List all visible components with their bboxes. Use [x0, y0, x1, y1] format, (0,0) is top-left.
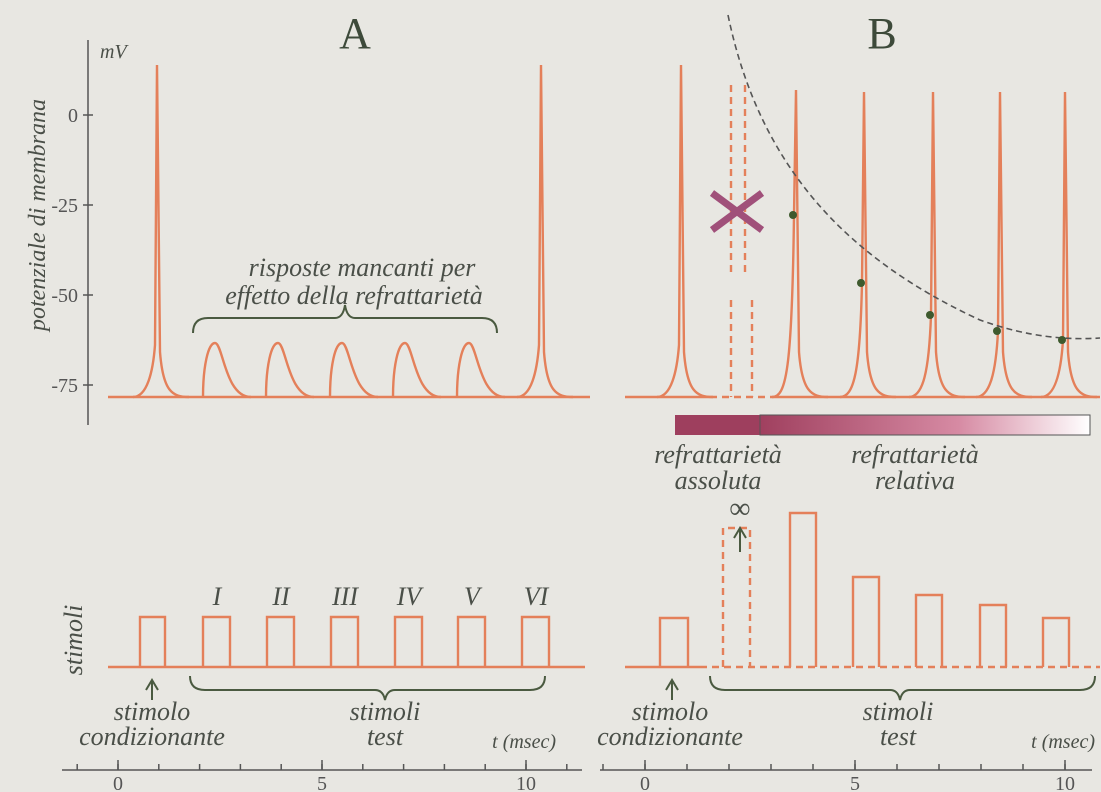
- relative-bar: [759, 414, 1091, 436]
- conditioning-label: stimolo: [114, 697, 191, 726]
- subthreshold-response: [328, 341, 379, 399]
- test-label: stimoli: [863, 697, 934, 726]
- threshold-point: [1058, 336, 1066, 344]
- conditioning-label: stimolo: [632, 697, 709, 726]
- subthreshold-response: [201, 341, 252, 399]
- spike: [771, 89, 829, 399]
- test-label: stimoli: [350, 697, 421, 726]
- relative-label: relativa: [875, 466, 955, 495]
- stimulus-pulse: [138, 615, 167, 667]
- y-tick-label: -50: [51, 285, 78, 307]
- infinity: ∞: [729, 492, 750, 525]
- threshold-point: [789, 211, 797, 219]
- time-label: t (msec): [1031, 731, 1095, 753]
- relative-label: refrattarietà: [851, 440, 979, 469]
- subthreshold-response: [455, 341, 506, 399]
- arrow: [145, 678, 159, 700]
- brace: [189, 675, 546, 701]
- spike: [1040, 91, 1098, 399]
- conditioning-label: condizionante: [597, 722, 743, 751]
- brace-text: risposte mancanti per: [249, 253, 477, 282]
- subthreshold-response: [264, 341, 315, 399]
- absolute-bar: [675, 415, 760, 435]
- spike: [908, 91, 966, 399]
- test-label: test: [367, 722, 404, 751]
- stimulus-pulse: [201, 615, 232, 667]
- stimulus-pulse: [456, 615, 487, 667]
- stimulus-numeral: IV: [396, 582, 425, 611]
- spike: [132, 64, 190, 399]
- stimulus-pulse: [788, 511, 818, 667]
- stimulus-pulse: [520, 615, 551, 667]
- spike: [656, 64, 714, 399]
- test-label: test: [880, 722, 917, 751]
- stimulus-pulse: [914, 593, 944, 667]
- time-tick-label: 5: [317, 773, 327, 792]
- stimulus-numeral: V: [464, 582, 483, 611]
- stimulus-pulse: [393, 615, 424, 667]
- brace: [192, 304, 498, 334]
- stimulus-pulse: [265, 615, 296, 667]
- stimulus-pulse: [978, 603, 1008, 667]
- spike: [975, 91, 1033, 399]
- brace: [709, 675, 1096, 701]
- time-label: t (msec): [492, 731, 556, 753]
- time-tick-label: 0: [640, 773, 650, 792]
- subthreshold-response: [391, 341, 442, 399]
- time-tick-label: 5: [850, 773, 860, 792]
- stimulus-pulse: [658, 616, 690, 667]
- threshold-point: [926, 311, 934, 319]
- threshold-curve: [727, 14, 1101, 340]
- y-tick-label: -75: [51, 375, 78, 397]
- time-tick-label: 0: [113, 773, 123, 792]
- stimuli-label: stimoli: [59, 605, 88, 676]
- absolute-label: assoluta: [675, 466, 762, 495]
- stimulus-pulse: [329, 615, 360, 667]
- brace-text: effetto della refrattarietà: [225, 281, 483, 310]
- y-axis-label: potenziale di membrana: [25, 99, 51, 333]
- stimulus-pulse: [851, 575, 881, 667]
- panel-label: A: [339, 9, 371, 58]
- spike: [839, 91, 897, 399]
- spike: [516, 64, 574, 399]
- unit: mV: [100, 41, 129, 63]
- arrow: [665, 678, 679, 700]
- stimulus-pulse: [721, 526, 752, 667]
- conditioning-label: condizionante: [79, 722, 225, 751]
- time-tick-label: 10: [516, 773, 536, 792]
- threshold-point: [857, 279, 865, 287]
- stimulus-numeral: I: [212, 582, 223, 611]
- stimulus-pulse: [1041, 616, 1071, 667]
- arrow: [733, 526, 747, 552]
- y-tick-label: -25: [51, 195, 78, 217]
- y-tick-label: 0: [68, 105, 78, 127]
- blocked-spike: [729, 85, 754, 397]
- stimulus-numeral: II: [271, 582, 291, 611]
- stimulus-numeral: VI: [524, 582, 550, 611]
- cross: [709, 190, 765, 233]
- stimulus-numeral: III: [331, 582, 359, 611]
- threshold-point: [993, 327, 1001, 335]
- panel-label: B: [867, 9, 896, 58]
- absolute-label: refrattarietà: [654, 440, 782, 469]
- time-tick-label: 10: [1055, 773, 1075, 792]
